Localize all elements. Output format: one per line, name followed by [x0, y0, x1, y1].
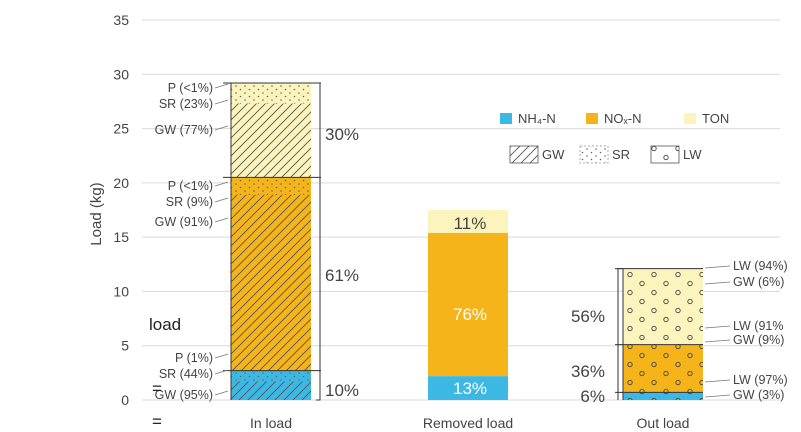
- leader-line: [214, 197, 229, 203]
- percent-label: 13%: [453, 379, 487, 398]
- source-label: GW (91%): [155, 215, 213, 229]
- source-label: SR (9%): [166, 195, 213, 209]
- bar-segment-pattern: [623, 268, 703, 345]
- y-tick-label: 25: [113, 121, 129, 137]
- leader-line: [214, 125, 229, 131]
- legend-label: NH₄-N: [518, 111, 556, 126]
- y-tick-label: 15: [113, 229, 129, 245]
- percent-label: 30%: [325, 125, 359, 144]
- source-label: LW (97%): [733, 373, 788, 387]
- percent-label: 36%: [571, 362, 605, 381]
- y-tick-label: 30: [113, 66, 129, 82]
- y-tick-label: 20: [113, 175, 129, 191]
- percent-label: 56%: [571, 307, 605, 326]
- source-label: GW (9%): [733, 333, 784, 347]
- leader-line: [214, 83, 229, 89]
- bar-segment-pattern: [231, 177, 311, 371]
- source-label: P (<1%): [168, 179, 213, 193]
- sr-strip-pattern: [231, 82, 311, 104]
- bar-segment-pattern: [623, 344, 703, 393]
- source-label: LW (94%): [733, 259, 788, 273]
- y-tick-labels: 0 5 10 15 20 25 30 35: [113, 12, 129, 408]
- percent-label: 61%: [325, 266, 359, 285]
- leader-line: [214, 353, 229, 359]
- y-tick-label: 0: [121, 392, 129, 408]
- source-label: LW (91%: [733, 319, 783, 333]
- y-tick-label: 5: [121, 338, 129, 354]
- source-label: GW (6%): [733, 275, 784, 289]
- leader-line: [704, 325, 731, 329]
- leader-line: [214, 181, 229, 187]
- x-tick-label: Out load: [637, 415, 690, 431]
- side-text-eq-1: =: [152, 379, 162, 398]
- x-tick-label: Removed load: [423, 415, 513, 431]
- bars: [223, 82, 703, 401]
- legend-swatch: [500, 113, 512, 124]
- leader-line: [704, 379, 731, 383]
- leader-line: [704, 281, 731, 285]
- bar-segment-pattern: [623, 392, 703, 400]
- sr-strip-pattern: [231, 370, 311, 382]
- source-label: GW (95%): [155, 388, 213, 402]
- legend: NH₄-N NOₓ-N TON GW SR LW: [500, 111, 729, 164]
- bar-segment: [428, 232, 508, 377]
- bracket: [316, 82, 321, 401]
- percent-label: 11%: [454, 214, 487, 233]
- legend-label: SR: [612, 147, 630, 162]
- bar-segment: [428, 376, 508, 400]
- leader-line: [704, 339, 731, 343]
- source-label: GW (77%): [155, 123, 213, 137]
- source-label: P (1%): [175, 351, 213, 365]
- legend-label: GW: [542, 147, 565, 162]
- percent-label: 10%: [325, 381, 359, 400]
- legend-label: TON: [702, 111, 729, 126]
- legend-label: LW: [683, 147, 702, 162]
- leader-line: [214, 390, 229, 396]
- percent-label: 76%: [453, 305, 487, 324]
- leader-line: [704, 265, 731, 269]
- source-label: SR (44%): [159, 367, 213, 381]
- leader-line: [704, 394, 731, 398]
- legend-pattern: [510, 146, 538, 163]
- legend-pattern: [580, 146, 608, 163]
- y-tick-label: 35: [113, 12, 129, 28]
- y-tick-label: 10: [113, 283, 129, 299]
- x-tick-label: In load: [250, 415, 292, 431]
- data-labels: 10% 13% 6% 61% 76% 36% 30% 11% 56% P (1%) SR (44%)…: [155, 81, 788, 431]
- bar-segment: [428, 210, 508, 233]
- source-label: GW (3%): [733, 388, 784, 402]
- sr-strip-pattern: [231, 177, 311, 195]
- source-label: P (<1%): [168, 81, 213, 95]
- legend-pattern: [651, 146, 679, 163]
- side-text-eq-2: =: [152, 412, 162, 431]
- leader-line: [214, 99, 229, 105]
- legend-label: NOₓ-N: [604, 111, 641, 126]
- source-label: SR (23%): [159, 97, 213, 111]
- leader-line: [214, 217, 229, 223]
- leader-line: [214, 369, 229, 375]
- side-text-load: load: [149, 315, 182, 334]
- y-axis-label: Load (kg): [88, 182, 105, 245]
- percent-label: 6%: [580, 387, 605, 406]
- legend-swatch: [586, 113, 598, 124]
- bracket: [617, 268, 622, 400]
- legend-swatch: [684, 113, 696, 124]
